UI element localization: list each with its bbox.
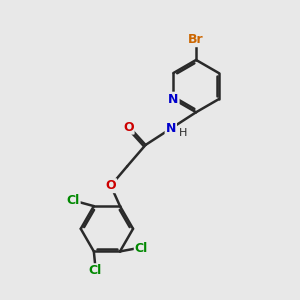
Text: Br: Br: [188, 33, 204, 46]
Text: H: H: [179, 128, 188, 138]
Text: Cl: Cl: [135, 242, 148, 255]
Text: O: O: [106, 179, 116, 192]
Text: Cl: Cl: [89, 264, 102, 277]
Text: Cl: Cl: [66, 194, 80, 207]
Text: N: N: [168, 93, 178, 106]
Text: N: N: [166, 122, 176, 135]
Text: O: O: [123, 121, 134, 134]
